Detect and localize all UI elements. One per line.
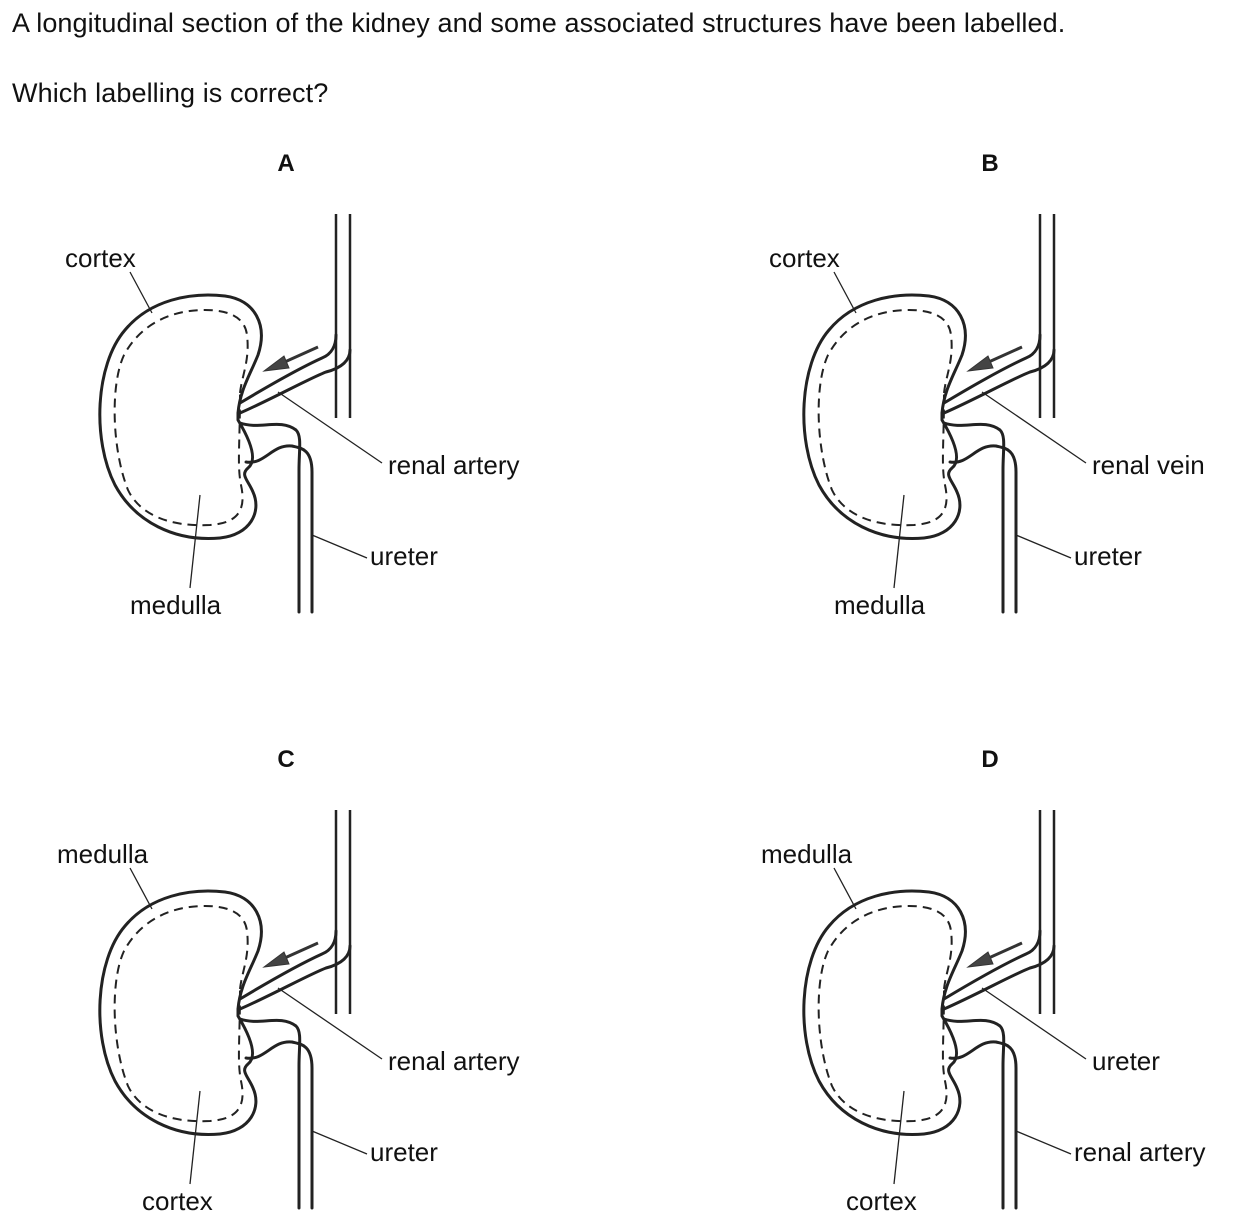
renal-vessel-lower-wall xyxy=(238,944,352,1011)
kidney-diagram xyxy=(98,810,383,1210)
ureter-inner-wall xyxy=(948,444,1018,614)
top-label-leader xyxy=(833,271,857,314)
medulla-boundary xyxy=(817,308,953,527)
inner-region-label: cortex xyxy=(142,1186,213,1216)
question-text: A longitudinal section of the kidney and… xyxy=(12,8,1066,38)
kidney-diagram xyxy=(802,810,1087,1210)
kidney-outline xyxy=(802,889,967,1137)
kidney-diagram xyxy=(802,214,1087,614)
option-letter: C xyxy=(277,746,295,773)
top-label-leader xyxy=(129,867,153,910)
ureter-outer-wall xyxy=(238,421,302,614)
arrow-head xyxy=(262,951,290,968)
medulla-boundary xyxy=(113,904,249,1123)
option-d-diagram[interactable]: D medulla cortex ureter renal artery xyxy=(704,746,1241,1226)
vessel-label: ureter xyxy=(1092,1046,1160,1076)
renal-vessel-upper-wall xyxy=(238,929,338,1001)
renal-vessel-lower-wall xyxy=(942,348,1056,415)
bottom-label-leader xyxy=(893,1090,905,1185)
question-prompt: Which labelling is correct? xyxy=(12,78,329,108)
bottom-label-leader xyxy=(189,1090,201,1185)
kidney-outline xyxy=(98,293,263,541)
vessel-label: renal vein xyxy=(1092,450,1205,480)
bottom-label-leader xyxy=(189,494,201,589)
top-region-label: medulla xyxy=(57,839,149,869)
kidney-outline xyxy=(802,293,967,541)
renal-vessel-upper-wall xyxy=(238,333,338,405)
ureter-outer-wall xyxy=(942,1017,1006,1210)
renal-vessel-upper-wall xyxy=(942,929,1042,1001)
vessel-label-leader xyxy=(277,987,383,1060)
inner-region-label: cortex xyxy=(846,1186,917,1216)
ureter-inner-wall xyxy=(948,1040,1018,1210)
tube-label-leader xyxy=(1015,1130,1072,1155)
tube-label-leader xyxy=(311,1130,368,1155)
cortex-region-label: cortex xyxy=(769,243,840,273)
tube-label-leader xyxy=(311,534,368,559)
tube-label-leader xyxy=(1015,534,1072,559)
arrow-head xyxy=(966,951,994,968)
arrow-head xyxy=(966,355,994,372)
option-letter: B xyxy=(981,150,999,177)
top-label-leader xyxy=(129,271,153,314)
inner-region-label: medulla xyxy=(130,590,222,620)
option-letter: A xyxy=(277,150,295,177)
kidney-diagram xyxy=(98,214,383,614)
inner-region-label: medulla xyxy=(834,590,926,620)
tube-label: renal artery xyxy=(1074,1137,1206,1167)
vessel-label-leader xyxy=(981,987,1087,1060)
vessel-label-leader xyxy=(277,391,383,464)
option-b-diagram[interactable]: B cortex medulla renal vein ureter xyxy=(704,150,1241,630)
medulla-boundary xyxy=(817,904,953,1123)
renal-vessel-upper-wall xyxy=(942,333,1042,405)
tube-label: ureter xyxy=(370,1137,438,1167)
renal-vessel-lower-wall xyxy=(238,348,352,415)
vessel-label: renal artery xyxy=(388,450,520,480)
renal-vessel-lower-wall xyxy=(942,944,1056,1011)
tube-label: ureter xyxy=(370,541,438,571)
tube-label: ureter xyxy=(1074,541,1142,571)
top-label-leader xyxy=(833,867,857,910)
option-letter: D xyxy=(981,746,999,773)
cortex-region-label: cortex xyxy=(65,243,136,273)
option-c-diagram[interactable]: C medulla cortex renal artery ureter xyxy=(0,746,560,1226)
kidney-outline xyxy=(98,889,263,1137)
arrow-head xyxy=(262,355,290,372)
bottom-label-leader xyxy=(893,494,905,589)
ureter-outer-wall xyxy=(942,421,1006,614)
ureter-outer-wall xyxy=(238,1017,302,1210)
top-region-label: medulla xyxy=(761,839,853,869)
vessel-label-leader xyxy=(981,391,1087,464)
option-a-diagram[interactable]: A cortex medulla renal artery ureter xyxy=(0,150,560,630)
vessel-label: renal artery xyxy=(388,1046,520,1076)
ureter-inner-wall xyxy=(244,1040,314,1210)
ureter-inner-wall xyxy=(244,444,314,614)
medulla-boundary xyxy=(113,308,249,527)
